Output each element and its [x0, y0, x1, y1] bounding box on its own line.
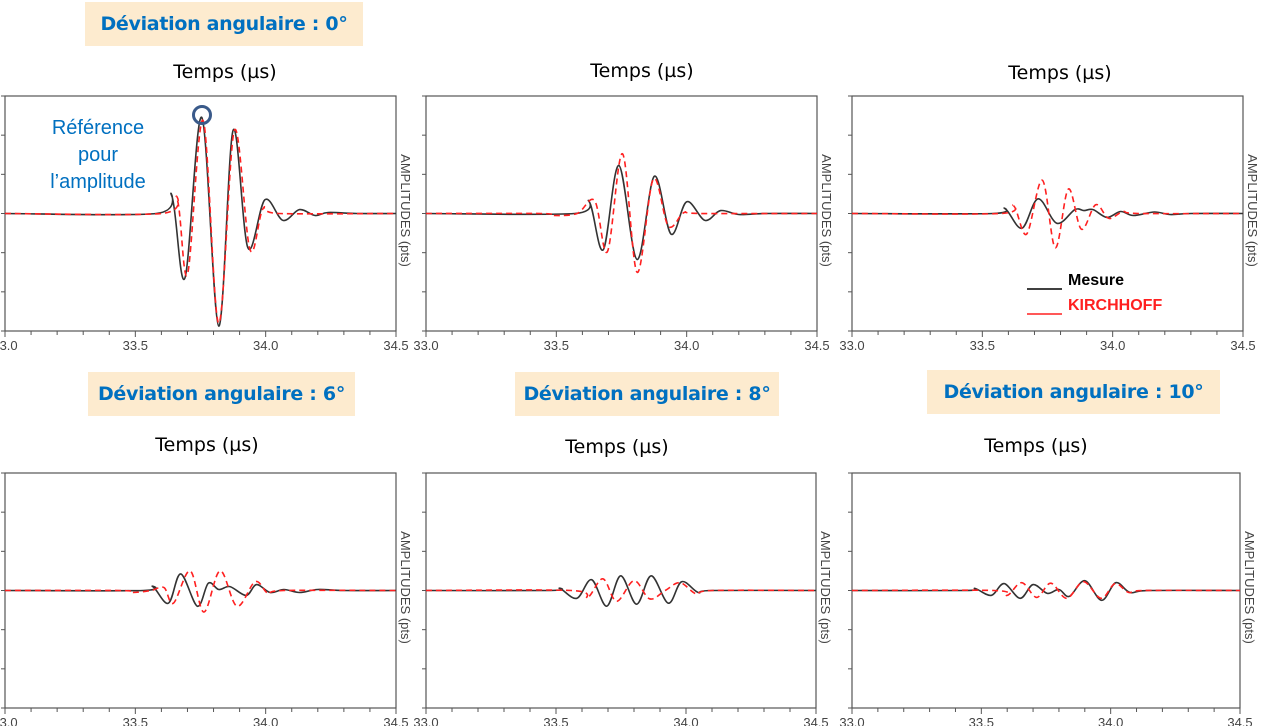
- x-tick-label: 33.0: [839, 338, 864, 353]
- x-tick-label: 34.0: [1098, 715, 1123, 726]
- y-axis-label: AMPLITUDES (pts): [398, 531, 413, 644]
- x-tick-label: 33.5: [543, 715, 568, 726]
- x-tick-label: 33.0: [413, 715, 438, 726]
- chart-panel-1: 33.0 33.5 34.0 34.5 AMPLITUDES (pts): [413, 95, 834, 353]
- annotation-line: l’amplitude: [50, 171, 146, 193]
- reference-annotation: Référence pour l’amplitude: [28, 115, 168, 196]
- x-axis-label-1: Temps (µs): [590, 60, 694, 82]
- kirchhoff-series-line: [4, 570, 397, 613]
- x-tick-label: 34.0: [673, 715, 698, 726]
- kirchhoff-series-line: [4, 119, 397, 325]
- x-axis-label-5: Temps (µs): [984, 435, 1088, 457]
- x-tick-label: 33.0: [413, 338, 438, 353]
- legend-mesure-label: Mesure: [1068, 272, 1124, 289]
- mesure-series-line: [851, 198, 1244, 229]
- x-tick-label: 34.5: [804, 338, 829, 353]
- x-tick-label: 34.5: [803, 715, 828, 726]
- x-tick-label: 34.0: [253, 338, 278, 353]
- chart-panel-3: 33.0 33.5 34.0 34.5 AMPLITUDES (pts): [0, 472, 413, 726]
- mesure-series-line: [851, 579, 1241, 602]
- chart-panel-2: 33.0 33.5 34.0 34.5 AMPLITUDES (pts): [839, 95, 1260, 353]
- x-axis-label-4: Temps (µs): [565, 436, 669, 458]
- x-tick-label: 34.5: [1230, 338, 1255, 353]
- annotation-line: Référence: [51, 117, 145, 139]
- annotation-line: pour: [77, 144, 119, 166]
- kirchhoff-series-line: [425, 578, 817, 603]
- reference-circle-marker: [192, 105, 212, 125]
- panel-title-8: Déviation angulaire : 8°: [515, 372, 779, 416]
- y-axis-label: AMPLITUDES (pts): [1245, 154, 1260, 267]
- x-tick-label: 34.5: [1227, 715, 1252, 726]
- x-axis-label-3: Temps (µs): [155, 434, 259, 456]
- x-tick-label: 33.5: [544, 338, 569, 353]
- x-tick-label: 33.5: [970, 338, 995, 353]
- x-axis-label-2: Temps (µs): [1008, 62, 1112, 84]
- x-tick-label: 34.0: [253, 715, 278, 726]
- chart-panel-0: 33.0 33.5 34.0 34.5 AMPLITUDES (pts): [0, 95, 413, 353]
- x-tick-label: 34.5: [383, 338, 408, 353]
- mesure-series-line: [425, 574, 817, 607]
- x-tick-label: 34.5: [383, 715, 408, 726]
- kirchhoff-series-line: [851, 179, 1244, 249]
- legend-kirchhoff-label: KIRCHHOFF: [1068, 297, 1162, 314]
- legend: Mesure KIRCHHOFF: [1027, 272, 1162, 315]
- y-axis-label: AMPLITUDES (pts): [398, 154, 413, 267]
- kirchhoff-series-line: [851, 580, 1241, 600]
- panel-title-6: Déviation angulaire : 6°: [88, 372, 355, 416]
- panel-title-0: Déviation angulaire : 0°: [85, 2, 363, 46]
- y-axis-label: AMPLITUDES (pts): [819, 154, 834, 267]
- x-tick-label: 33.5: [123, 338, 148, 353]
- chart-panel-4: 33.0 33.5 34.0 34.5 AMPLITUDES (pts): [413, 472, 833, 726]
- x-tick-label: 33.5: [969, 715, 994, 726]
- x-tick-label: 33.0: [0, 715, 18, 726]
- x-tick-label: 34.0: [674, 338, 699, 353]
- y-axis-label: AMPLITUDES (pts): [1242, 531, 1257, 644]
- x-tick-label: 33.0: [839, 715, 864, 726]
- x-tick-label: 34.0: [1100, 338, 1125, 353]
- x-tick-label: 33.0: [0, 338, 18, 353]
- y-axis-label: AMPLITUDES (pts): [818, 531, 833, 644]
- x-tick-label: 33.5: [123, 715, 148, 726]
- chart-panel-5: 33.0 33.5 34.0 34.5 AMPLITUDES (pts): [839, 472, 1257, 726]
- panel-title-10: Déviation angulaire : 10°: [927, 370, 1220, 414]
- x-axis-label-0: Temps (µs): [173, 61, 277, 83]
- kirchhoff-series-line: [425, 152, 818, 274]
